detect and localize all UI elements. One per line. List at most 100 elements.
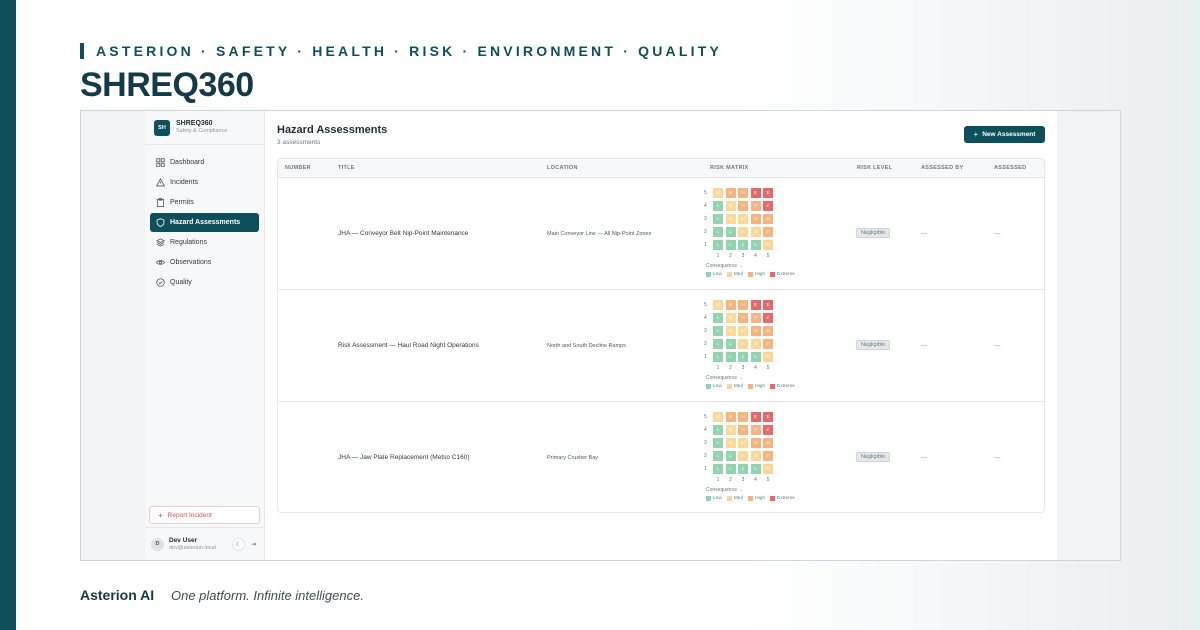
risk-level-badge: Negligible [856,452,891,462]
matrix-cell: L [713,325,723,336]
sidebar-item-incidents[interactable]: Incidents [150,173,259,192]
consequence-label: 1 [716,477,720,483]
assessment-title[interactable]: JHA — Jaw Plate Replacement (Metso C160) [338,454,470,461]
legend-item: High [748,496,765,501]
check-circle-icon [155,278,165,288]
sidebar-item-regulations[interactable]: Regulations [150,233,259,252]
matrix-cell: E [763,411,773,422]
legend-item: High [748,384,765,389]
legend-label: Med [733,496,744,501]
matrix-cell: E [763,424,773,435]
matrix-cell: M [738,338,748,349]
legend-item: Low [706,272,722,277]
matrix-cell: L [725,239,736,250]
likelihood-label: 5 [704,413,707,420]
footer-brand: Asterion AI [80,587,155,603]
new-assessment-button[interactable]: + New Assessment [964,126,1045,143]
matrix-cell: L [725,463,736,474]
app-name: SHREQ360 [176,120,213,127]
matrix-cell: H [763,437,773,448]
likelihood-label: 5 [704,189,707,196]
matrix-cell: H [763,338,773,349]
logout-icon[interactable]: ⇥ [250,542,257,548]
matrix-cell: L [725,338,736,349]
assessed-date: — [994,230,1001,237]
sidebar-item-hazard-assessments[interactable]: Hazard Assessments [150,213,259,232]
risk-matrix: 5 M H H E E 4 L M H H E 3 L M M H H 2 L L M M H 1 L L L L M 1 2 3 4 5 Conse… [704,410,795,501]
matrix-cell: L [713,424,723,435]
matrix-cell: M [738,226,748,237]
likelihood-label: 5 [704,301,707,308]
consequence-label: 3 [741,253,745,259]
matrix-cell: M [725,437,736,448]
column-header-title[interactable]: TITLE [338,165,355,171]
table-row[interactable]: JHA — Jaw Plate Replacement (Metso C160)… [278,402,1044,512]
column-header-location[interactable]: LOCATION [547,165,578,171]
layers-icon [155,238,165,248]
column-header-risk-level[interactable]: RISK LEVEL [857,165,893,171]
column-header-risk-matrix[interactable]: RISK MATRIX [710,165,749,171]
assessment-location: Main Conveyor Line — All Nip-Point Zones [547,231,652,237]
column-header-assessed-by[interactable]: ASSESSED BY [921,165,964,171]
column-header-assessed[interactable]: ASSESSED [994,165,1027,171]
sidebar-item-permits[interactable]: Permits [150,193,259,212]
legend-item: High [748,272,765,277]
consequence-axis-title: Consequence → [706,375,744,381]
matrix-cell: H [738,187,748,198]
likelihood-label: 3 [704,327,707,334]
sidebar-item-label: Hazard Assessments [170,219,241,226]
column-header-number[interactable]: NUMBER [285,165,311,171]
risk-legend: Low Med High Extreme [706,384,795,389]
sidebar-item-quality[interactable]: Quality [150,273,259,292]
legend-label: High [755,496,766,501]
report-incident-button[interactable]: + Report Incident [149,506,260,524]
likelihood-label: 1 [704,353,707,360]
matrix-cell: L [738,351,748,362]
consequence-axis: 1 2 3 4 5 [713,363,794,373]
matrix-cell: L [725,226,736,237]
assessed-date: — [994,454,1001,461]
table-row[interactable]: Risk Assessment — Haul Road Night Operat… [278,290,1044,402]
sidebar-nav: Dashboard Incidents Permits Hazard Asses… [145,145,264,292]
avatar[interactable]: D [151,537,164,551]
legend-item: Med [726,496,744,501]
assessment-title[interactable]: Risk Assessment — Haul Road Night Operat… [338,342,479,349]
assessed-by: — [921,230,928,237]
matrix-cell: H [750,200,761,211]
footer-tagline: One platform. Infinite intelligence. [171,588,364,603]
table-row[interactable]: JHA — Conveyor Belt Nip-Point Maintenanc… [278,178,1044,290]
matrix-cell: M [725,424,736,435]
consequence-label: 4 [754,253,757,259]
legend-item: Med [726,272,743,277]
sidebar-brand[interactable]: SH SHREQ360 Safety & Compliance [145,111,264,145]
legend-swatch [748,272,754,277]
matrix-cell: L [725,351,736,362]
assessment-title[interactable]: JHA — Conveyor Belt Nip-Point Maintenanc… [338,230,469,237]
risk-matrix: 5 M H H E E 4 L M H H E 3 L M M H H 2 L L M M H 1 L L L L M 1 2 3 4 5 Conse… [704,298,795,389]
likelihood-label: 2 [704,340,707,347]
user-profile: D Dev User dev@asterion.local ☾ ⇥ [145,527,264,560]
likelihood-label: 4 [704,426,707,433]
consequence-label: 5 [766,365,770,371]
sidebar-item-label: Permits [170,199,194,206]
warning-icon [155,178,165,188]
legend-label: High [755,384,766,389]
sidebar-item-dashboard[interactable]: Dashboard [150,153,259,172]
brand-title: SHREQ360 [80,66,254,104]
app-logo: SH [154,119,170,136]
assessment-count: 3 assessments [277,139,321,146]
matrix-cell: H [763,325,773,336]
sidebar-item-observations[interactable]: Observations [150,253,259,272]
plus-icon: + [158,510,163,520]
risk-level-badge: Negligible [856,228,891,238]
theme-toggle-moon-icon[interactable]: ☾ [232,538,245,551]
legend-swatch [770,384,776,389]
legend-label: High [755,272,766,277]
matrix-cell: H [763,213,773,224]
matrix-cell: H [763,450,773,461]
